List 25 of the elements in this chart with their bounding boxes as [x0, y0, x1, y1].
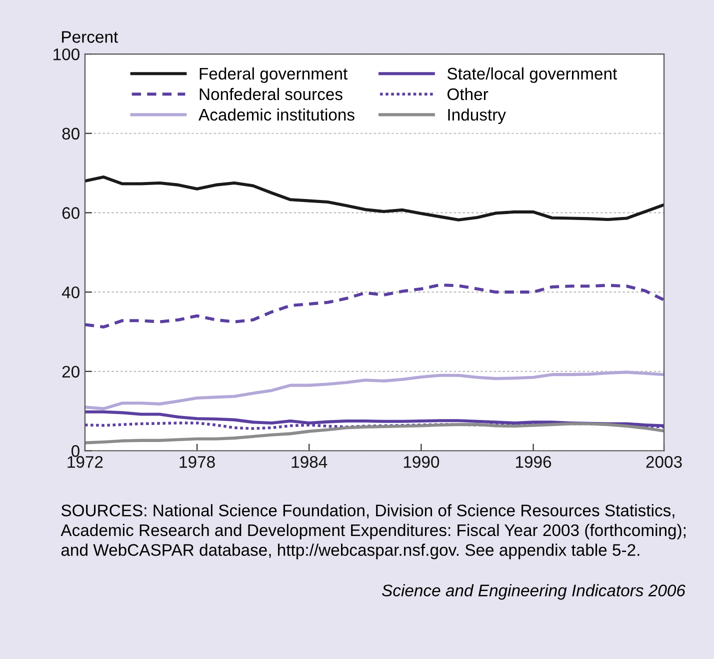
- x-tick-label: 2003: [646, 456, 682, 468]
- x-tick-label: 1972: [68, 456, 103, 468]
- y-tick-label: 20: [62, 366, 80, 378]
- legend-label: State/local government: [447, 67, 618, 83]
- line-series: [84, 175, 664, 222]
- line-series: [84, 370, 664, 410]
- y-tick-label: 0: [71, 445, 80, 457]
- x-tick-label: 1996: [516, 456, 552, 468]
- legend-label: Other: [447, 88, 488, 100]
- source-note: SOURCES: National Science Foundation, Division of Science Resources Statistics, Academic Research and Development Expenditures: Fiscal Year 2003 (forthcoming); and WebCASPAR database, http://webcaspar.nsf.gov. See appendix table 5-2.: [60, 504, 686, 560]
- y-axis-title: Percent: [62, 31, 118, 43]
- line-series: [84, 283, 664, 329]
- x-tick-label: 1984: [292, 456, 328, 468]
- y-tick-label: 60: [62, 207, 80, 219]
- text: Science and Engineering Indicators 2006: [382, 584, 686, 600]
- x-tick-label: 1990: [404, 456, 440, 468]
- y-tick-label: 100: [54, 48, 80, 60]
- legend-label: Industry: [448, 108, 506, 124]
- y-tick-label: 40: [62, 286, 80, 298]
- x-tick-label: 1978: [180, 456, 215, 468]
- legend-label: Nonfederal sources: [200, 88, 342, 100]
- legend-label: Academic institutions: [198, 108, 354, 121]
- y-tick-label: 80: [62, 128, 80, 140]
- legend-label: Federal government: [200, 67, 348, 83]
- line-series: [84, 422, 664, 444]
